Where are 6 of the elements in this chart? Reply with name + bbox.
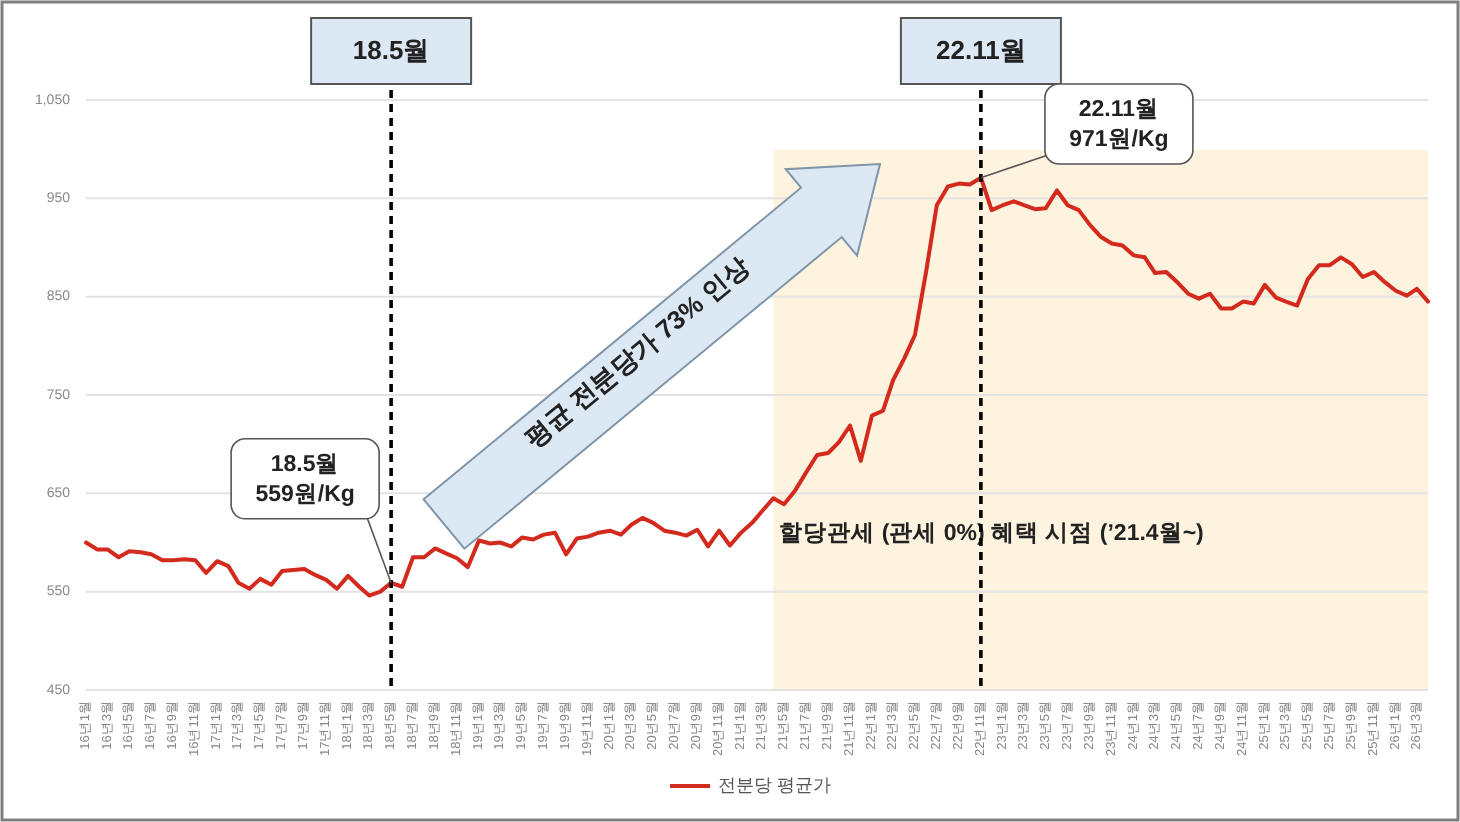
ref-line-label: 18.5월 bbox=[352, 34, 430, 65]
annotation: 18.5월 559원/Kg bbox=[255, 450, 355, 507]
annotation: 22.11월 971원/Kg bbox=[1069, 96, 1169, 152]
line-series bbox=[84, 175, 1430, 598]
legend-label: 전분당 평균가 bbox=[718, 774, 832, 795]
ref-line-label: 22.11월 bbox=[936, 34, 1026, 65]
